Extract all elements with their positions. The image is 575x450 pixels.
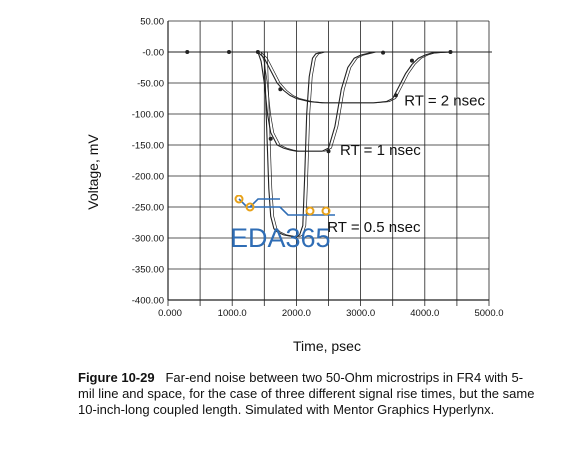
y-tick-label: -100.00 bbox=[132, 110, 164, 121]
noise-curve-3-trace bbox=[171, 51, 492, 238]
annotation-2: RT = 1 nsec bbox=[340, 142, 421, 159]
y-tick-label: -300.00 bbox=[132, 234, 164, 245]
y-tick-label: 50.00 bbox=[140, 17, 164, 28]
curve-annotations: RT = 2 nsec RT = 1 nsec RT = 0.5 nsec bbox=[327, 92, 485, 235]
y-tick-label: -350.00 bbox=[132, 265, 164, 276]
curve-marker bbox=[185, 50, 190, 54]
x-tick-label: 5000.0 bbox=[474, 308, 503, 319]
x-tick-label: 2000.0 bbox=[282, 308, 311, 319]
x-axis-title: Time, psec bbox=[293, 338, 361, 354]
annotation-3: RT = 0.5 nsec bbox=[327, 219, 421, 236]
x-axis-tick-labels: 0.000 1000.0 2000.0 3000.0 4000.0 5000.0 bbox=[158, 308, 503, 319]
curve-marker bbox=[278, 87, 283, 92]
x-tick-label: 1000.0 bbox=[218, 308, 247, 319]
y-axis-tick-labels: 50.00 -0.00 -50.00 -100.00 -150.00 -200.00 -25… bbox=[132, 17, 164, 307]
curve-marker bbox=[226, 50, 231, 54]
y-tick-label: -400.00 bbox=[132, 296, 164, 307]
noise-curve-1-trace bbox=[171, 51, 492, 104]
y-tick-label: -200.00 bbox=[132, 172, 164, 183]
far-end-noise-chart: 50.00 -0.00 -50.00 -100.00 -150.00 -200.00 -25… bbox=[85, 17, 504, 355]
curve-marker bbox=[326, 149, 331, 154]
y-tick-label: -50.00 bbox=[137, 79, 164, 90]
noise-curves bbox=[168, 50, 492, 238]
x-tick-label: 3000.0 bbox=[346, 308, 375, 319]
curve-marker bbox=[268, 136, 273, 141]
curve-marker bbox=[381, 50, 386, 55]
y-tick-label: -150.00 bbox=[132, 141, 164, 152]
curve-marker bbox=[448, 50, 453, 54]
caption-label: Figure 10-29 bbox=[78, 370, 155, 385]
figure-caption: Figure 10-29 Far-end noise between two 5… bbox=[78, 370, 538, 418]
y-tick-label: -250.00 bbox=[132, 203, 164, 214]
curve-marker bbox=[393, 93, 398, 98]
caption-text: Far-end noise between two 50-Ohm microst… bbox=[78, 370, 535, 417]
x-tick-label: 0.000 bbox=[158, 308, 182, 319]
y-tick-label: -0.00 bbox=[142, 48, 164, 59]
curve-marker bbox=[255, 50, 260, 54]
y-axis-title: Voltage, mV bbox=[85, 134, 101, 210]
curve-marker bbox=[409, 58, 414, 63]
annotation-1: RT = 2 nsec bbox=[404, 92, 485, 109]
watermark-logo: EDA365 bbox=[225, 195, 355, 265]
grid bbox=[167, 20, 490, 306]
watermark-text: EDA365 bbox=[230, 223, 331, 253]
x-tick-label: 4000.0 bbox=[410, 308, 439, 319]
